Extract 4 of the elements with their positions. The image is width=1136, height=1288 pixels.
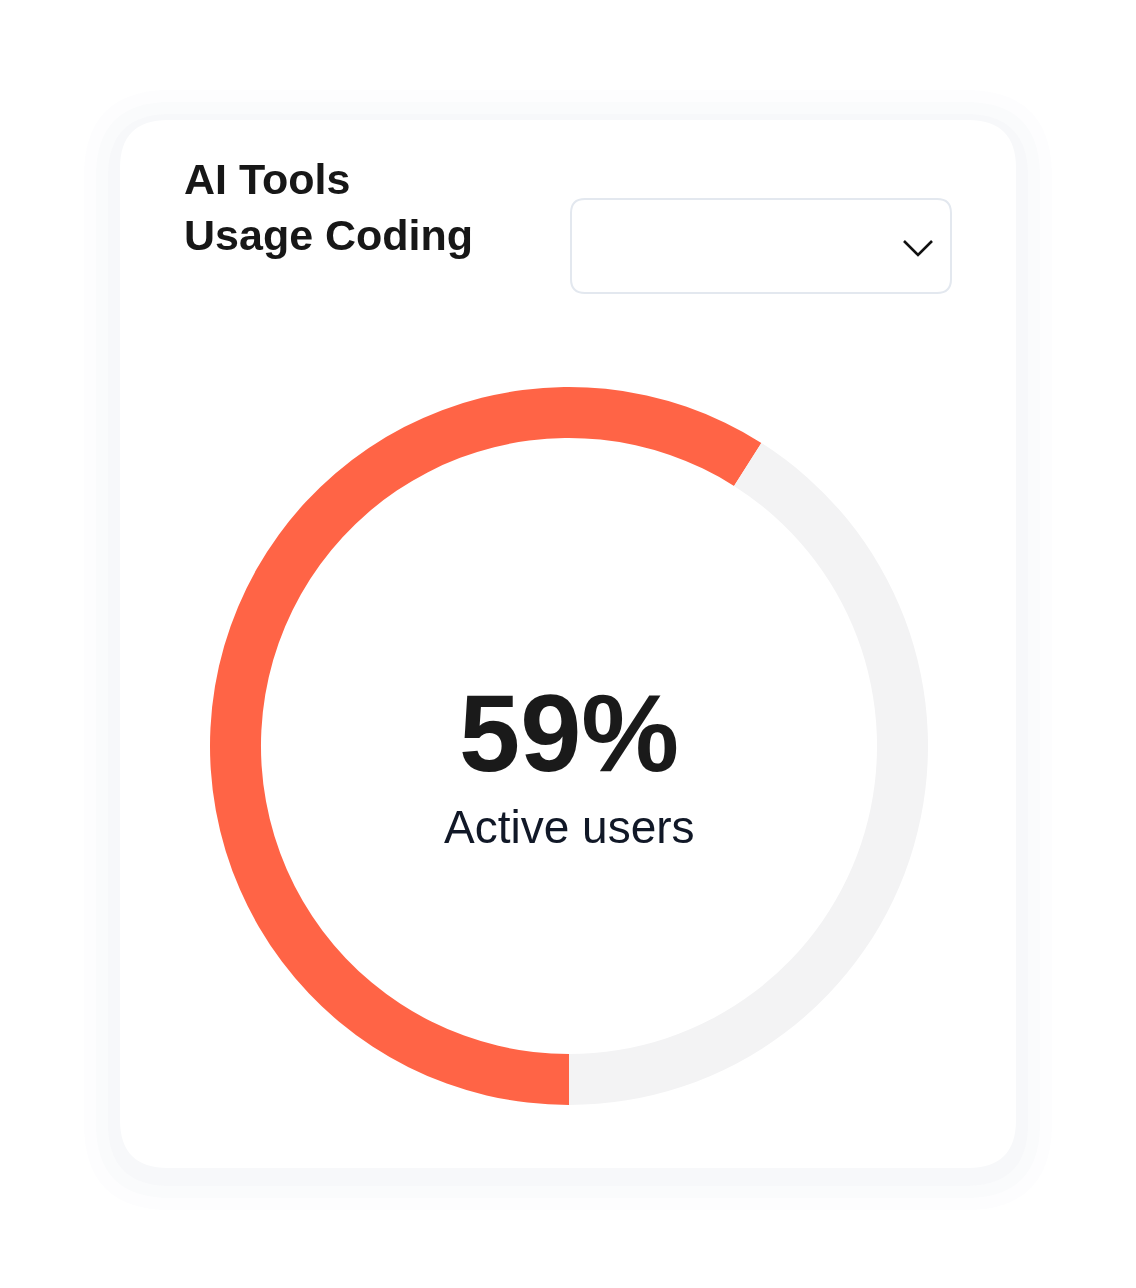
chart-title: AI Tools Usage Coding bbox=[184, 155, 474, 259]
data-label: 59% bbox=[459, 671, 680, 794]
donut-slice bbox=[210, 387, 762, 1105]
slice-label: Active users bbox=[444, 801, 695, 853]
